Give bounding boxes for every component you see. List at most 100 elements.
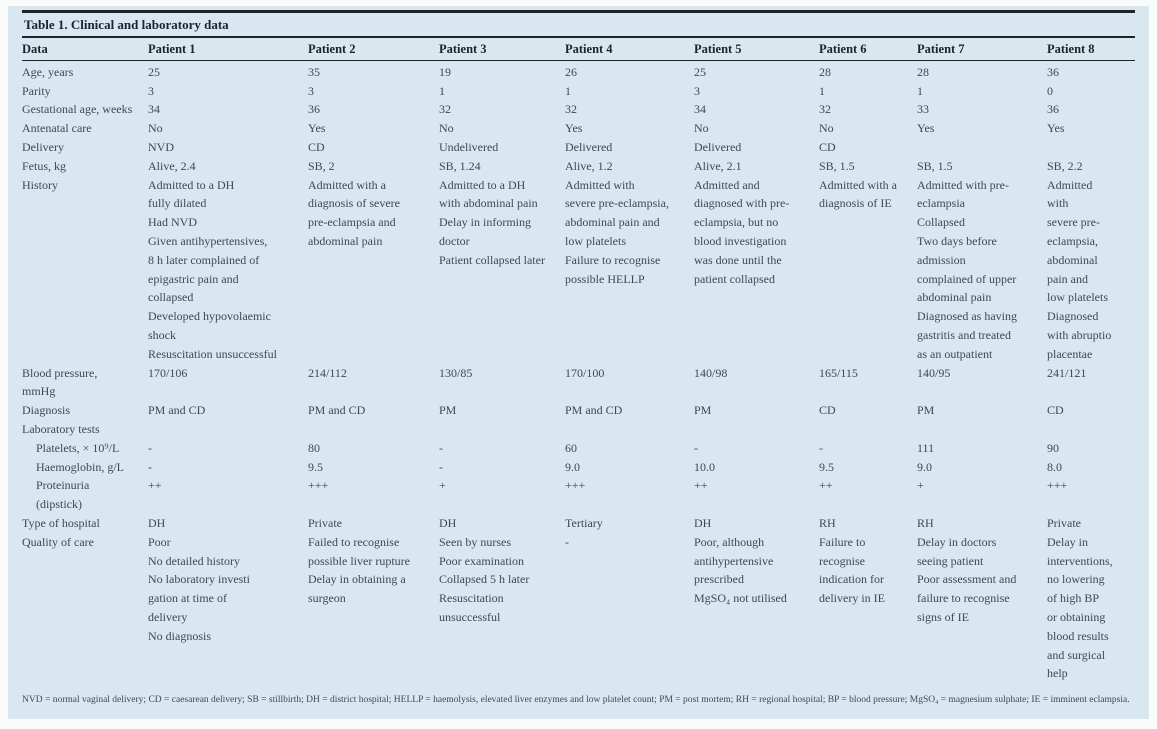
table-row: Gestational age, weeks 34 36 32 32 34 32 33 36 xyxy=(22,100,1135,119)
table-row: Blood pressure, mmHg 170/106 214/112 130/85… xyxy=(22,364,1135,402)
table-cell: 9.5 xyxy=(308,459,323,474)
table-row: Quality of care Poor No detailed history … xyxy=(22,533,1135,683)
table-cell: 32 xyxy=(565,102,577,117)
table-cell: PM xyxy=(917,403,935,418)
table-cell: 9.0 xyxy=(565,459,580,474)
table-cell: Yes xyxy=(1047,121,1065,136)
table-row: History Admitted to a DH fully dilated Ha… xyxy=(22,176,1135,364)
table-cell: Delay in interventions, no lowering of h… xyxy=(1047,534,1113,681)
table-cell xyxy=(1047,420,1133,439)
column-header: Data xyxy=(22,42,48,56)
row-label: Haemoglobin, g/L xyxy=(36,459,124,474)
table-cell: 10.0 xyxy=(694,459,715,474)
table-row: Age, years 25 35 19 26 25 28 28 36 xyxy=(22,63,1135,82)
table-cell: DH xyxy=(148,515,166,530)
table-cell: 36 xyxy=(1047,102,1059,117)
table-cell: + xyxy=(917,478,924,493)
table-cell: PM and CD xyxy=(565,403,623,418)
table-cell: +++ xyxy=(1047,478,1068,493)
table-cell: PM xyxy=(694,403,712,418)
table-cell: - xyxy=(819,440,823,455)
column-header: Patient 7 xyxy=(917,42,965,56)
row-label: Laboratory tests xyxy=(22,421,100,436)
table-cell: 170/106 xyxy=(148,365,188,380)
table-row: Type of hospital DH Private DH Tertiary DH RH R… xyxy=(22,514,1135,533)
table-cell: Admitted with severe pre- eclampsia, abd… xyxy=(1047,177,1112,361)
table-cell: +++ xyxy=(565,478,586,493)
table-cell: PM xyxy=(439,403,457,418)
table-cell: Delay in doctors seeing patient Poor ass… xyxy=(917,534,1017,624)
row-label: Gestational age, weeks xyxy=(22,102,133,117)
table-cell: Undelivered xyxy=(439,139,499,154)
table-cell: 130/85 xyxy=(439,365,473,380)
table-cell: 32 xyxy=(439,102,451,117)
table-body: Age, years 25 35 19 26 25 28 28 36 Parity 3 3 1 1 3 1 1 0… xyxy=(22,61,1135,683)
table-cell: Admitted to a DH fully dilated Had NVD G… xyxy=(148,177,277,361)
top-rule xyxy=(22,10,1135,13)
table-cell xyxy=(917,420,1047,439)
table-cell: 1 xyxy=(565,83,571,98)
table-cell: 36 xyxy=(1047,64,1059,79)
column-header: Patient 2 xyxy=(308,42,356,56)
table-cell: RH xyxy=(819,515,836,530)
table-cell xyxy=(565,420,694,439)
table-cell: 32 xyxy=(819,102,831,117)
table-cell: Admitted with a diagnosis of severe pre-… xyxy=(308,177,400,248)
table-cell xyxy=(1047,138,1133,157)
row-label: Fetus, kg xyxy=(22,158,67,173)
table-cell: Admitted to a DH with abdominal pain Del… xyxy=(439,177,545,267)
table-cell: Yes xyxy=(308,121,326,136)
table-cell: 1 xyxy=(439,83,445,98)
table-title: Table 1. Clinical and laboratory data xyxy=(22,13,1135,38)
table-cell: Alive, 2.1 xyxy=(694,158,742,173)
table-cell: 25 xyxy=(694,64,706,79)
row-label: Diagnosis xyxy=(22,403,70,418)
table-cell: Admitted with severe pre-eclampsia, abdo… xyxy=(565,177,669,286)
table-cell: CD xyxy=(819,139,836,154)
table-cell: CD xyxy=(308,139,325,154)
header-row: Data Patient 1 Patient 2 Patient 3 Patient 4… xyxy=(22,38,1135,61)
table-cell: DH xyxy=(694,515,712,530)
row-label: Antenatal care xyxy=(22,121,92,136)
table-row: Laboratory tests xyxy=(22,420,1135,439)
table-cell: Poor No detailed history No laboratory i… xyxy=(148,534,250,643)
table-cell: 3 xyxy=(308,83,314,98)
table-cell: 26 xyxy=(565,64,577,79)
column-header: Patient 8 xyxy=(1047,42,1095,56)
table-row: Parity 3 3 1 1 3 1 1 0 xyxy=(22,82,1135,101)
table-cell: 33 xyxy=(917,102,929,117)
table-cell xyxy=(819,420,917,439)
table-row: Diagnosis PM and CD PM and CD PM PM and CD PM… xyxy=(22,401,1135,420)
table-cell: 140/95 xyxy=(917,365,951,380)
row-label: Type of hospital xyxy=(22,515,100,530)
column-header: Patient 4 xyxy=(565,42,613,56)
table-cell: DH xyxy=(439,515,457,530)
table-panel: Table 1. Clinical and laboratory data Da… xyxy=(8,6,1149,719)
table-cell: SB, 1.24 xyxy=(439,158,481,173)
table-cell: 3 xyxy=(148,83,154,98)
table-cell: Alive, 1.2 xyxy=(565,158,613,173)
table-cell: PM and CD xyxy=(308,403,366,418)
table-cell: Alive, 2.4 xyxy=(148,158,196,173)
table-cell: No xyxy=(819,121,834,136)
table-row: Antenatal care No Yes No Yes No No Yes Yes xyxy=(22,119,1135,138)
table-cell: - xyxy=(148,440,152,455)
table-cell: - xyxy=(439,459,443,474)
table-cell: 34 xyxy=(694,102,706,117)
table-cell: SB, 1.5 xyxy=(917,158,953,173)
table-cell: 25 xyxy=(148,64,160,79)
table-cell: Yes xyxy=(565,121,583,136)
row-label: Age, years xyxy=(22,64,74,79)
table-cell: 241/121 xyxy=(1047,365,1087,380)
table-cell: 9.5 xyxy=(819,459,834,474)
table-cell: ++ xyxy=(694,478,708,493)
table-cell: 28 xyxy=(917,64,929,79)
table-cell: Private xyxy=(308,515,342,530)
table-cell: Yes xyxy=(917,121,935,136)
table-cell: - xyxy=(565,534,569,549)
table-cell: NVD xyxy=(148,139,174,154)
table-cell: 165/115 xyxy=(819,365,858,380)
row-label: Quality of care xyxy=(22,534,94,549)
table-cell: - xyxy=(439,440,443,455)
table-cell: 60 xyxy=(565,440,577,455)
